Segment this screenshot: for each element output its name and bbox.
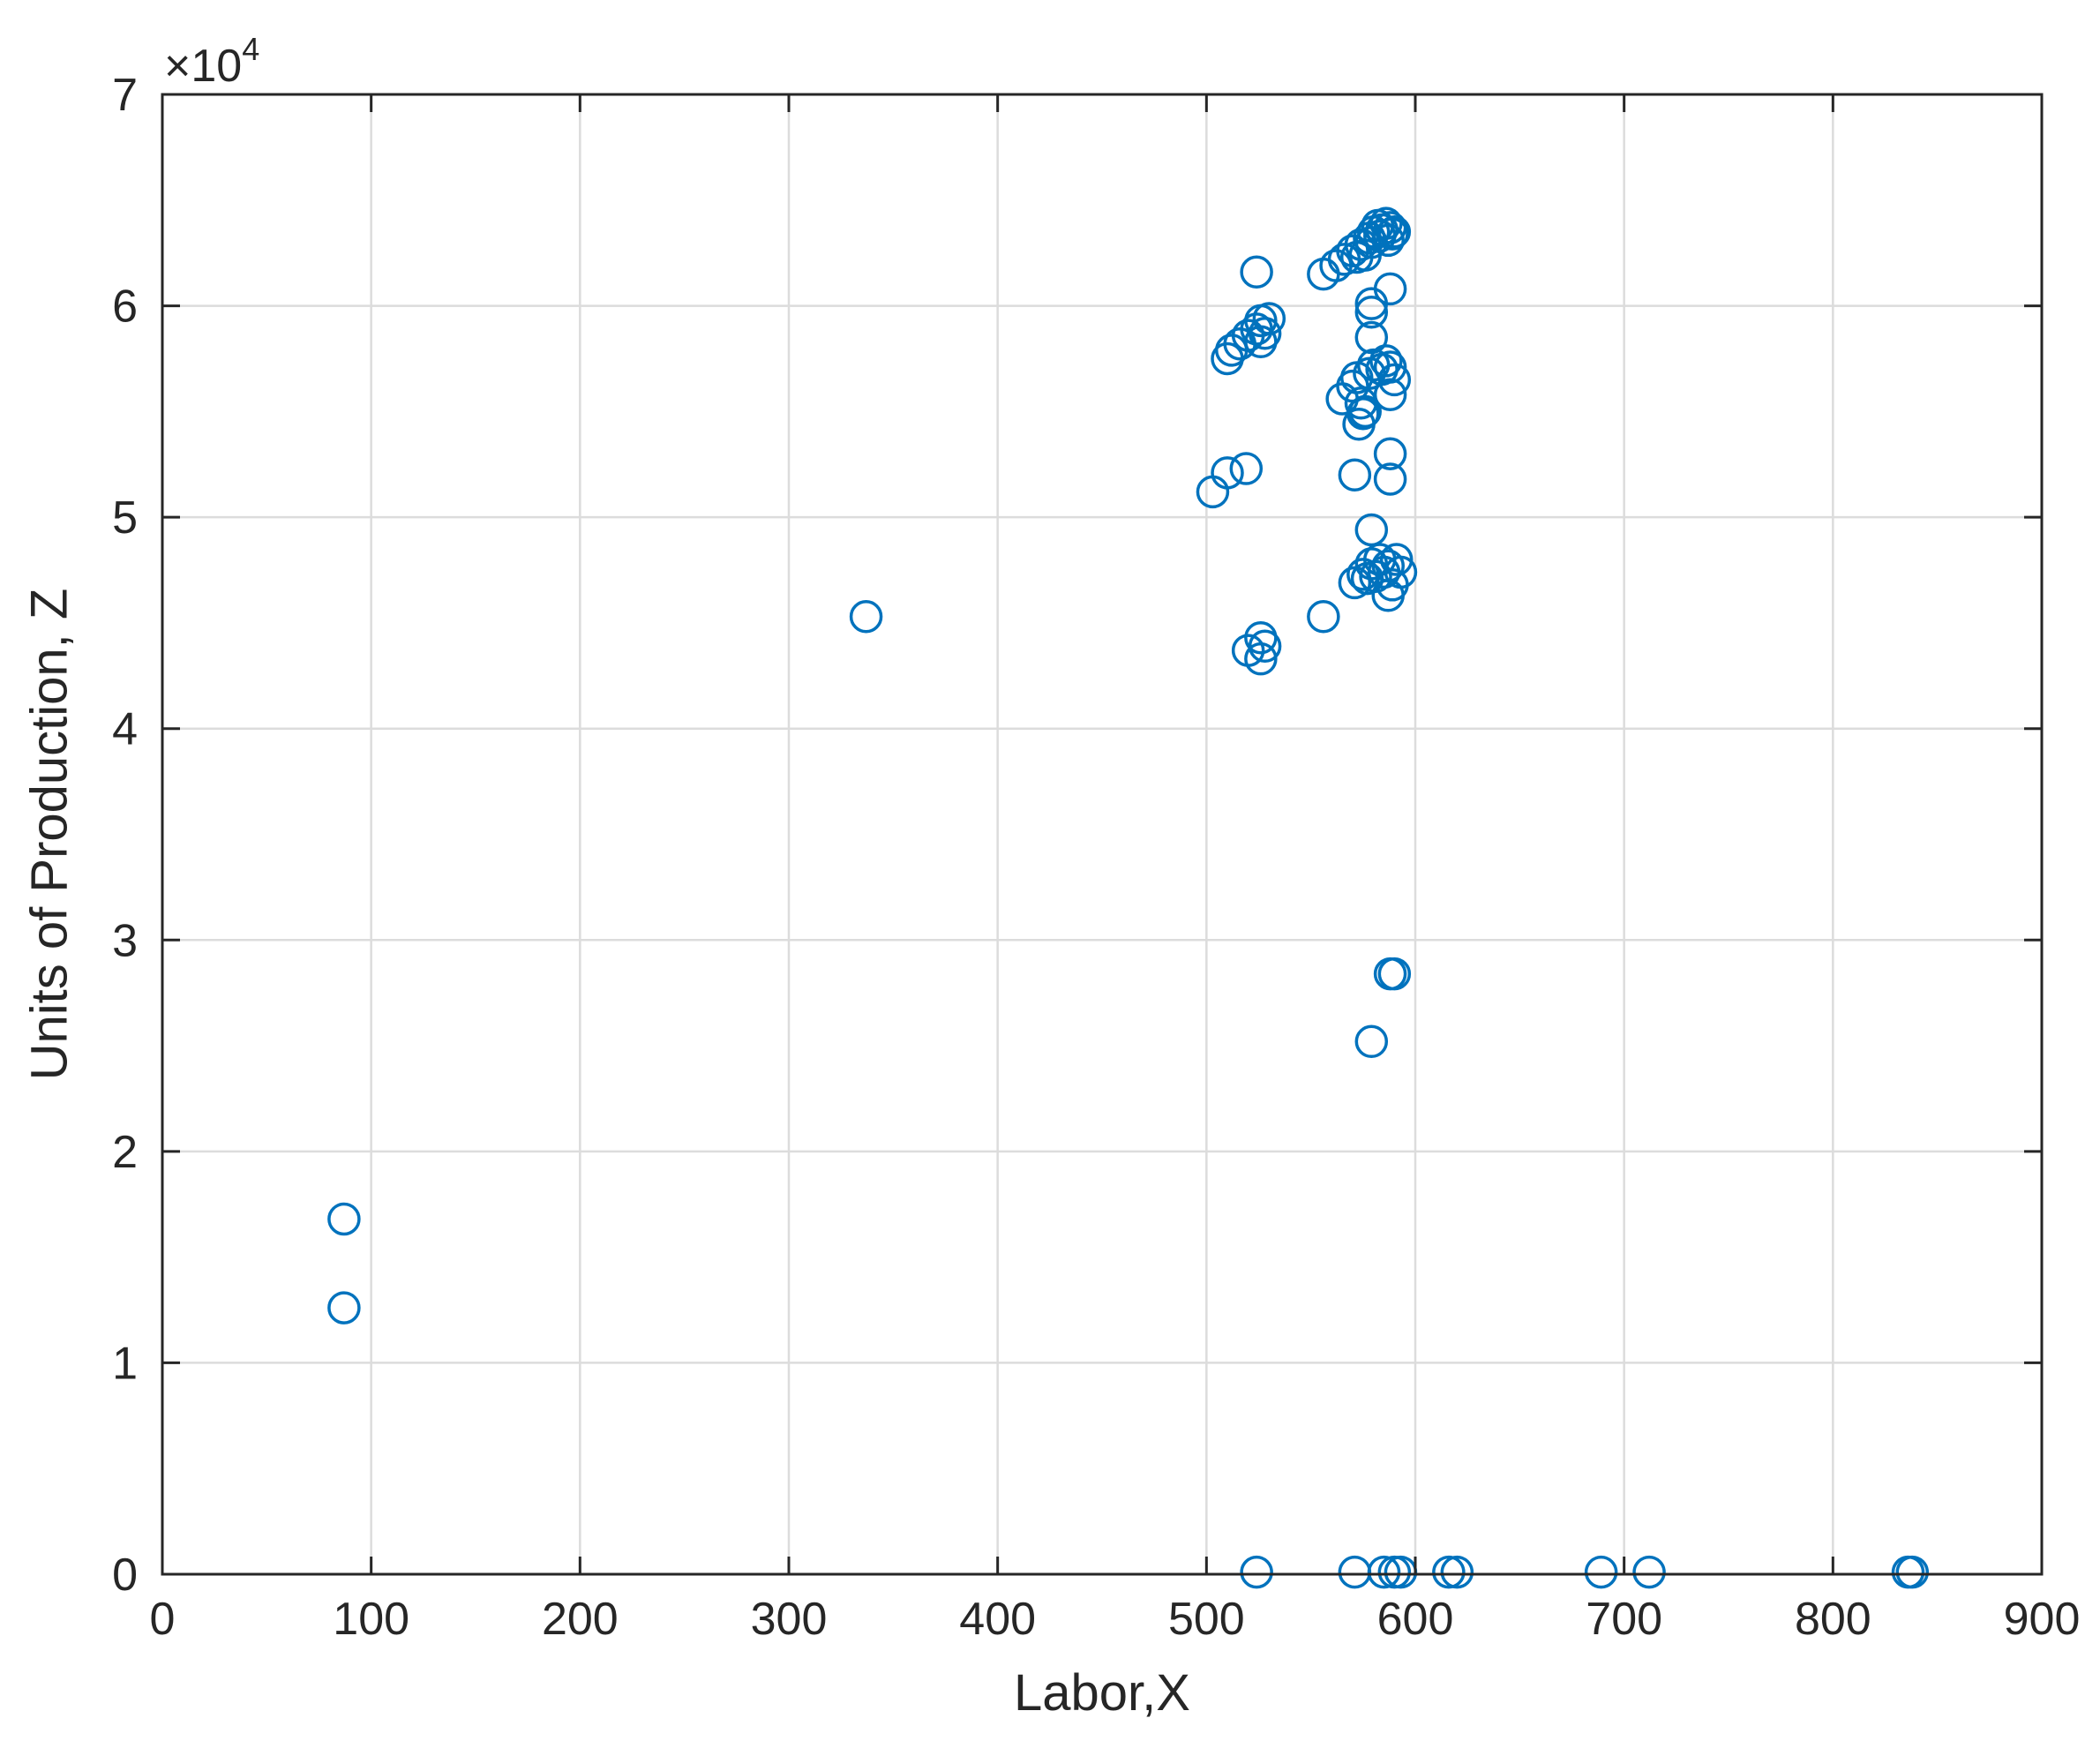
data-point [1376,217,1409,251]
y-tick-label: 0 [112,1550,138,1601]
x-tick-label: 300 [751,1594,828,1645]
data-point [1377,363,1412,397]
data-point [1384,1555,1418,1589]
x-tick-label: 600 [1377,1594,1454,1645]
data-point [1632,1555,1666,1589]
data-point [849,599,883,634]
data-point [1354,225,1389,259]
x-axis-label: Labor,X [1014,1664,1190,1722]
data-point [1373,378,1407,411]
y-tick-label: 7 [112,70,138,121]
x-tick-label: 200 [542,1594,619,1645]
data-point [1377,957,1412,991]
data-point [1432,1555,1466,1589]
data-point [1354,287,1389,320]
data-point [1346,397,1380,431]
data-point [1354,296,1389,329]
x-tick-label: 100 [333,1594,409,1645]
y-tick-label: 3 [112,915,138,966]
data-point [1338,458,1372,492]
data-points [327,206,1930,1589]
data-point [1354,1024,1389,1059]
data-point [1229,452,1264,485]
y-axis-exponent: ×104 [164,31,259,92]
x-tick-label: 0 [150,1594,176,1645]
y-axis-exponent-power: 4 [242,31,259,67]
data-point [1373,437,1407,471]
data-point [1248,316,1282,350]
data-point [1367,1555,1401,1589]
data-point [1240,255,1273,289]
data-point [1240,1555,1273,1589]
y-tick-label: 4 [112,704,138,755]
data-point [1338,1555,1372,1589]
data-point [1895,1555,1930,1589]
x-tick-label: 800 [1795,1594,1871,1645]
grid-lines [162,94,2042,1574]
y-tick-labels: 0 1 2 3 4 5 6 7 [112,70,138,1601]
data-point [1248,629,1282,664]
data-point [1371,223,1405,258]
data-point [1252,302,1286,335]
x-tick-labels: 0 100 200 300 400 500 600 700 800 900 [150,1594,2081,1645]
data-point [1196,475,1230,509]
y-axis-label: Units of Production, Z [20,589,78,1081]
plot-area-frame [161,93,2044,1576]
data-point [1211,456,1244,490]
data-point [1367,555,1401,589]
y-tick-label: 5 [112,492,138,544]
data-point [1307,599,1340,634]
data-point [1377,214,1412,249]
x-tick-label: 700 [1586,1594,1662,1645]
data-point [1244,642,1278,676]
data-point [327,1291,361,1325]
axis-ticks [161,93,2044,1576]
data-point [1371,579,1405,612]
data-point [1584,1555,1618,1589]
data-point [1350,561,1384,596]
data-point [327,1202,361,1236]
data-point [1379,543,1414,576]
y-tick-label: 2 [112,1127,138,1178]
data-point [1440,1555,1474,1589]
x-tick-label: 900 [2004,1594,2081,1645]
data-point [1369,344,1403,378]
y-tick-label: 6 [112,281,138,333]
x-tick-label: 400 [959,1594,1036,1645]
x-tick-label: 500 [1168,1594,1245,1645]
data-point [1373,350,1407,384]
data-point [1373,462,1407,496]
data-point [1354,320,1389,355]
y-tick-label: 1 [112,1338,138,1389]
data-point [1354,513,1389,547]
